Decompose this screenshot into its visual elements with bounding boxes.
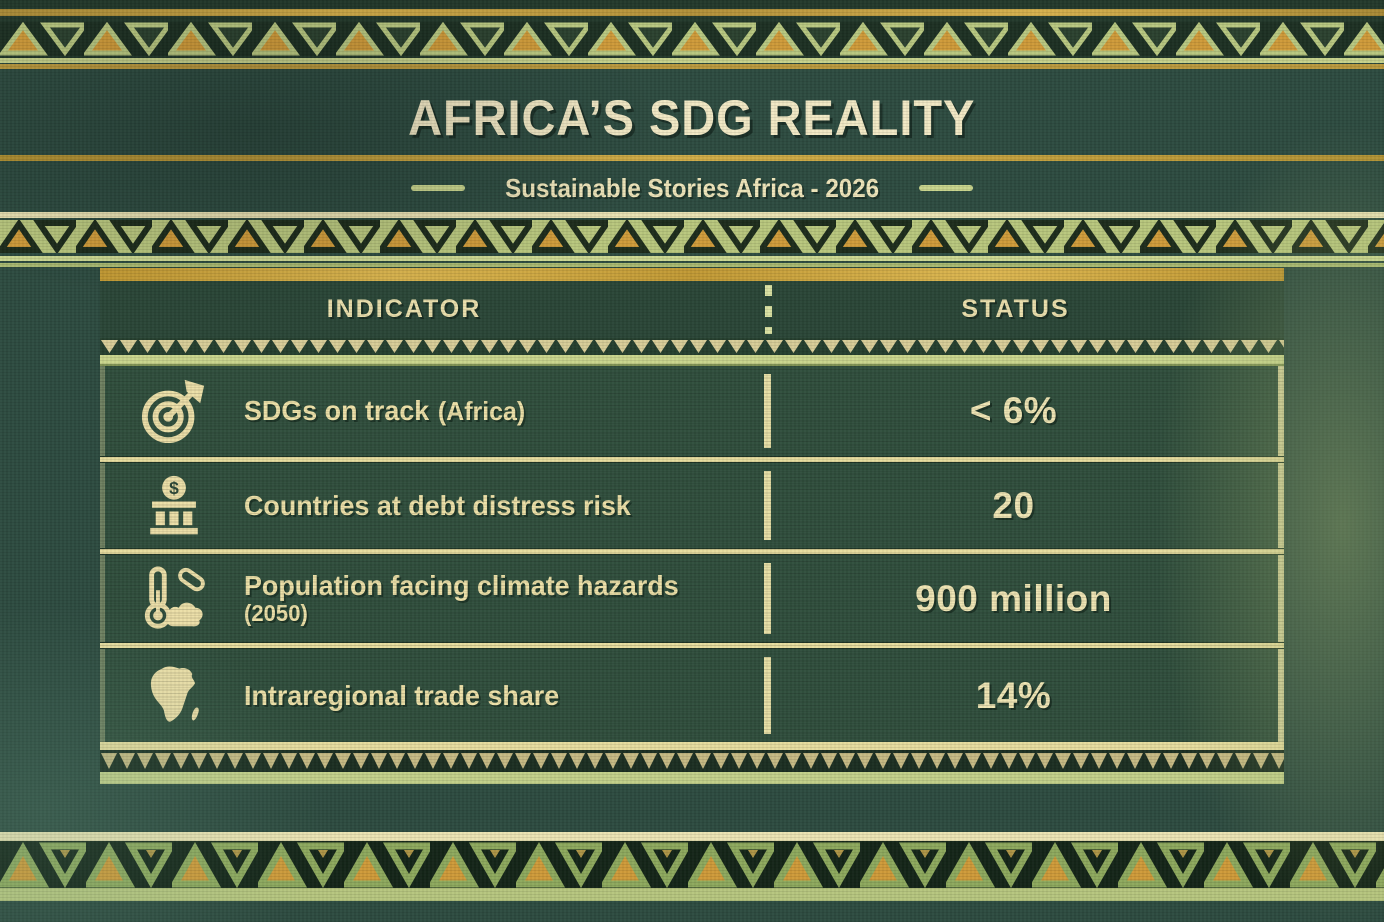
- indicator-label: SDGs on track (Africa): [244, 395, 526, 427]
- status-value: < 6%: [969, 390, 1058, 431]
- column-divider: [764, 374, 771, 448]
- top-gold-line: [0, 9, 1384, 16]
- status-value: 14%: [975, 674, 1052, 716]
- row-separator: [100, 642, 1284, 649]
- indicator-cell: Intraregional trade share: [100, 649, 768, 742]
- bottom-chevron-border-pattern: [0, 841, 1384, 888]
- table-body: SDGs on track (Africa) < 6% $: [100, 366, 1284, 742]
- thermometer-climate-icon: [140, 565, 208, 633]
- row-separator: [100, 456, 1284, 463]
- page-title: AFRICA’S SDG REALITY: [408, 90, 976, 146]
- header-triangle-strip: [100, 338, 1284, 355]
- header-dashed-divider: [765, 285, 772, 334]
- indicator-status-table: INDICATOR STATUS: [100, 268, 1284, 786]
- indicator-label: Population facing climate hazards (2050): [244, 569, 679, 627]
- subtitle-row: Sustainable Stories Africa - 2026: [0, 167, 1384, 209]
- indicator-cell: Population facing climate hazards (2050): [100, 555, 768, 642]
- indicator-cell: $ Countries at debt distress risk: [100, 463, 768, 548]
- bank-dollar-icon: $: [140, 472, 208, 540]
- indicator-cell: SDGs on track (Africa): [100, 366, 768, 456]
- indicator-label: Intraregional trade share: [244, 679, 560, 711]
- bottom-lightgreen-band: [0, 888, 1384, 901]
- column-divider: [764, 471, 771, 540]
- row-separator: [100, 548, 1284, 555]
- title-divider-line: [0, 155, 1384, 161]
- header-lightgreen-band: [100, 355, 1284, 366]
- indicator-label: Countries at debt distress risk: [244, 489, 631, 521]
- subtitle-left-dash: [410, 185, 465, 191]
- table-header-row: INDICATOR STATUS: [100, 281, 1284, 338]
- subtitle-right-dash: [919, 185, 974, 191]
- bottom-cream-line: [0, 832, 1384, 841]
- africa-map-icon: [140, 662, 208, 730]
- status-cell: 14%: [771, 649, 1284, 742]
- table-top-gold-bar: [100, 268, 1284, 281]
- status-cell: < 6%: [771, 366, 1284, 456]
- table-row: Intraregional trade share 14%: [100, 649, 1284, 742]
- table-row: $ Countries at debt distress risk: [100, 463, 1284, 548]
- column-divider: [764, 563, 771, 634]
- table-bottom-triangle-strip: [100, 750, 1284, 772]
- target-dart-icon: [140, 377, 208, 445]
- column-divider: [764, 657, 771, 734]
- chevron-border-pattern: [0, 220, 1384, 253]
- status-cell: 900 million: [771, 555, 1284, 642]
- svg-text:$: $: [169, 478, 179, 498]
- cream-line: [0, 212, 1384, 218]
- top-lightgreen-line: [0, 58, 1384, 63]
- page-subtitle: Sustainable Stories Africa - 2026: [504, 172, 880, 203]
- lightgreen-line: [0, 256, 1384, 261]
- table-row: Population facing climate hazards (2050) …: [100, 555, 1284, 642]
- column-header-indicator: INDICATOR: [326, 295, 482, 323]
- status-value: 900 million: [915, 577, 1112, 619]
- table-row: SDGs on track (Africa) < 6%: [100, 366, 1284, 456]
- status-value: 20: [992, 484, 1035, 526]
- status-cell: 20: [771, 463, 1284, 548]
- table-bottom-lightgreen-band: [100, 772, 1284, 784]
- top-triangle-border-pattern: [0, 22, 1384, 56]
- top-gold-line-2: [0, 64, 1384, 69]
- table-bottom-cream-line: [100, 742, 1284, 750]
- lightgreen-line-2: [0, 263, 1384, 267]
- column-header-status: STATUS: [961, 295, 1070, 323]
